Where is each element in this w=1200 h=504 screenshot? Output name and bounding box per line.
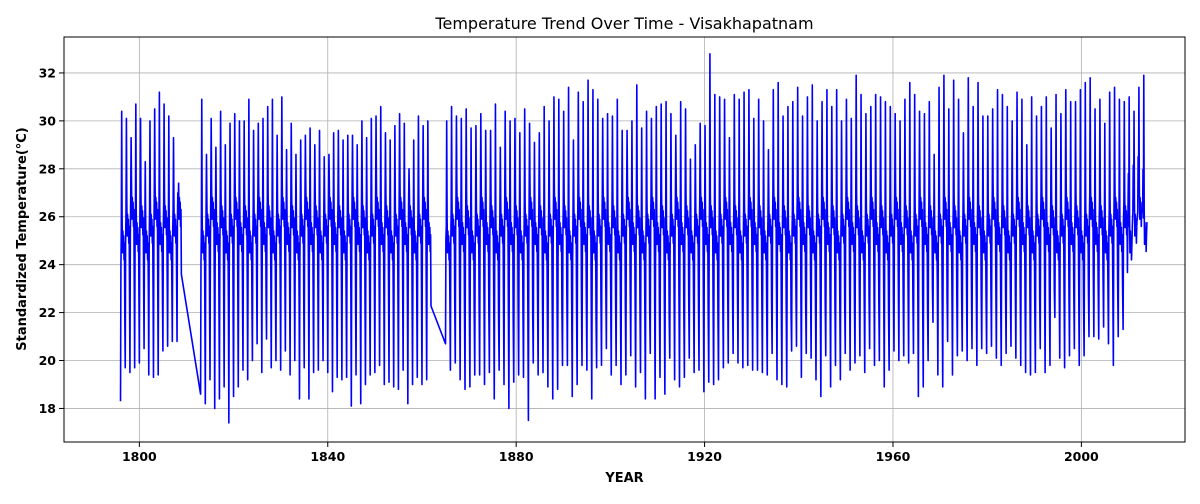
y-tick-label: 30 — [39, 113, 57, 128]
y-tick-label: 28 — [39, 161, 56, 176]
x-tick-label: 1840 — [310, 449, 345, 464]
y-tick-label: 26 — [39, 209, 57, 224]
y-tick-label: 20 — [39, 353, 57, 368]
x-tick-label: 1800 — [122, 449, 157, 464]
y-axis-label: Standardized Temperature(°C) — [15, 127, 30, 351]
y-axis-ticks: 18 20 22 24 26 28 30 32 — [39, 65, 64, 416]
y-tick-label: 24 — [39, 257, 57, 272]
y-tick-label: 22 — [39, 305, 56, 320]
x-tick-label: 1920 — [687, 449, 722, 464]
x-axis-ticks: 1800 1840 1880 1920 1960 2000 — [122, 442, 1099, 464]
plot-frame — [63, 36, 1186, 443]
y-tick-label: 18 — [39, 401, 56, 416]
y-tick-label: 32 — [39, 65, 56, 80]
temperature-series-line — [119, 52, 1148, 424]
x-tick-label: 1960 — [876, 449, 911, 464]
x-tick-label: 2000 — [1064, 449, 1099, 464]
x-tick-label: 1880 — [499, 449, 534, 464]
x-axis-label: YEAR — [604, 471, 643, 486]
chart-title: Temperature Trend Over Time - Visakhapat… — [434, 14, 813, 33]
series-lines — [119, 52, 1148, 424]
